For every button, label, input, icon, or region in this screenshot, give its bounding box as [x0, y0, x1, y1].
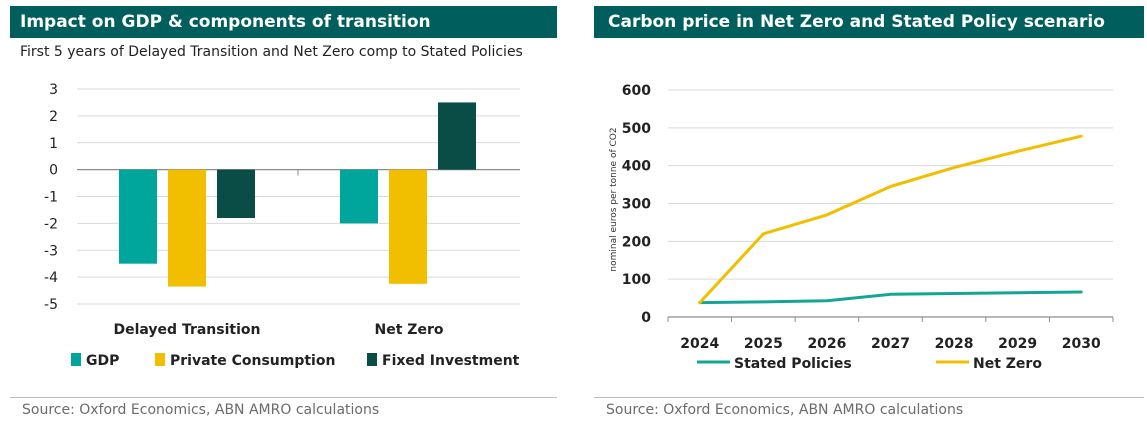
y-tick-label: 0	[49, 163, 58, 179]
legend-label-private-consumption: Private Consumption	[170, 353, 335, 369]
legend-swatch-fixed-investment	[367, 353, 377, 366]
left-footer-divider	[10, 397, 557, 398]
x-tick-label: 2026	[807, 336, 846, 352]
line-chart: 600 500 400 300 200 100 0 2024 2025 2026 2027 2028 2…	[609, 83, 1114, 372]
series-line-net-zero	[698, 134, 1083, 305]
bar-gdp	[340, 169, 378, 224]
x-category-label: Net Zero	[375, 322, 444, 338]
right-footer-divider	[594, 397, 1144, 398]
y-tick-label: 3	[49, 82, 58, 98]
bar-fixed-investment	[438, 102, 476, 170]
left-chart-subtitle: First 5 years of Delayed Transition and …	[20, 44, 523, 60]
x-tick-label: 2025	[744, 336, 783, 352]
y-tick-label: 300	[622, 197, 651, 213]
left-chart-panel: Impact on GDP & components of transition…	[0, 0, 557, 425]
x-category-label: Delayed Transition	[114, 322, 261, 338]
right-source-note: Source: Oxford Economics, ABN AMRO calcu…	[606, 402, 964, 418]
y-tick-label: -1	[44, 190, 58, 206]
x-tick-label: 2028	[935, 336, 974, 352]
y-tick-label: -3	[44, 243, 58, 259]
y-tick-label: -4	[44, 270, 58, 286]
legend-swatch-private-consumption	[155, 353, 165, 366]
y-tick-label: 500	[622, 121, 651, 137]
bar-private-consumption	[168, 169, 206, 287]
left-chart-title: Impact on GDP & components of transition	[10, 6, 557, 38]
legend-swatch-gdp	[71, 353, 81, 366]
y-tick-label: 400	[622, 159, 651, 175]
x-tick-label: 2027	[871, 336, 910, 352]
x-tick-label: 2029	[998, 336, 1037, 352]
y-axis-label: nominal euros per tonne of CO2	[609, 127, 619, 271]
y-tick-label: 600	[622, 83, 651, 99]
series-line-stated-policies	[698, 290, 1083, 305]
legend-label-stated-policies: Stated Policies	[734, 356, 852, 372]
y-tick-label: -5	[44, 297, 58, 313]
legend-label-fixed-investment: Fixed Investment	[382, 353, 520, 369]
y-tick-label: 1	[49, 136, 58, 152]
legend-label-gdp: GDP	[86, 353, 119, 369]
y-tick-label: 0	[641, 310, 651, 326]
bar-gdp	[119, 169, 157, 264]
right-chart-title: Carbon price in Net Zero and Stated Poli…	[594, 6, 1144, 38]
y-tick-label: 2	[49, 109, 58, 125]
y-tick-label: 100	[622, 272, 651, 288]
bar-chart: 3 2 1 0 -1 -2 -3 -4 -5 Delayed Transition Net Zero…	[44, 82, 520, 369]
left-source-note: Source: Oxford Economics, ABN AMRO calcu…	[22, 402, 380, 418]
y-tick-label: 200	[622, 234, 651, 250]
right-chart-panel: Carbon price in Net Zero and Stated Poli…	[591, 0, 1147, 425]
bar-fixed-investment	[217, 169, 255, 218]
legend-label-net-zero: Net Zero	[973, 356, 1042, 372]
x-tick-label: 2030	[1062, 336, 1101, 352]
y-tick-label: -2	[44, 216, 58, 232]
bar-private-consumption	[389, 169, 427, 284]
x-tick-label: 2024	[680, 336, 719, 352]
